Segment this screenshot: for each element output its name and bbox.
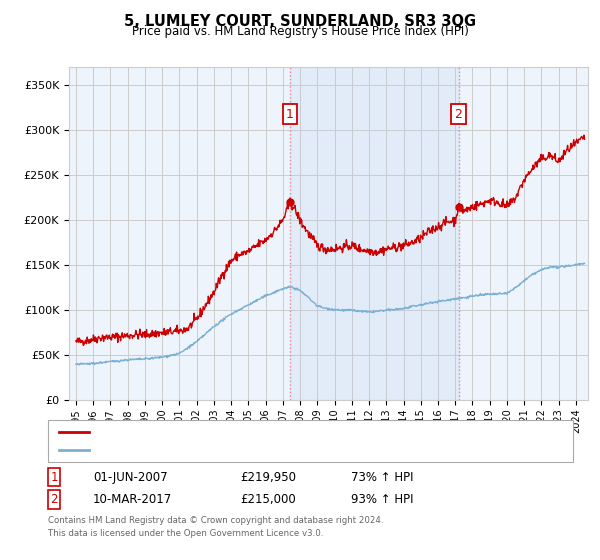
Text: 5, LUMLEY COURT, SUNDERLAND, SR3 3QG: 5, LUMLEY COURT, SUNDERLAND, SR3 3QG	[124, 14, 476, 29]
Text: HPI: Average price, semi-detached house, Sunderland: HPI: Average price, semi-detached house,…	[93, 445, 388, 455]
Text: 01-JUN-2007: 01-JUN-2007	[93, 470, 167, 484]
Text: 2: 2	[455, 108, 463, 120]
Text: 1: 1	[286, 108, 294, 120]
Text: £219,950: £219,950	[240, 470, 296, 484]
Text: 2: 2	[50, 493, 58, 506]
Text: 1: 1	[50, 470, 58, 484]
Text: Contains HM Land Registry data © Crown copyright and database right 2024.: Contains HM Land Registry data © Crown c…	[48, 516, 383, 525]
Text: 73% ↑ HPI: 73% ↑ HPI	[351, 470, 413, 484]
Text: 5, LUMLEY COURT, SUNDERLAND, SR3 3QG (semi-detached house): 5, LUMLEY COURT, SUNDERLAND, SR3 3QG (se…	[93, 427, 460, 437]
Text: This data is licensed under the Open Government Licence v3.0.: This data is licensed under the Open Gov…	[48, 529, 323, 538]
Text: £215,000: £215,000	[240, 493, 296, 506]
Text: Price paid vs. HM Land Registry's House Price Index (HPI): Price paid vs. HM Land Registry's House …	[131, 25, 469, 38]
Bar	[290, 67, 458, 400]
Text: 93% ↑ HPI: 93% ↑ HPI	[351, 493, 413, 506]
Text: 10-MAR-2017: 10-MAR-2017	[93, 493, 172, 506]
